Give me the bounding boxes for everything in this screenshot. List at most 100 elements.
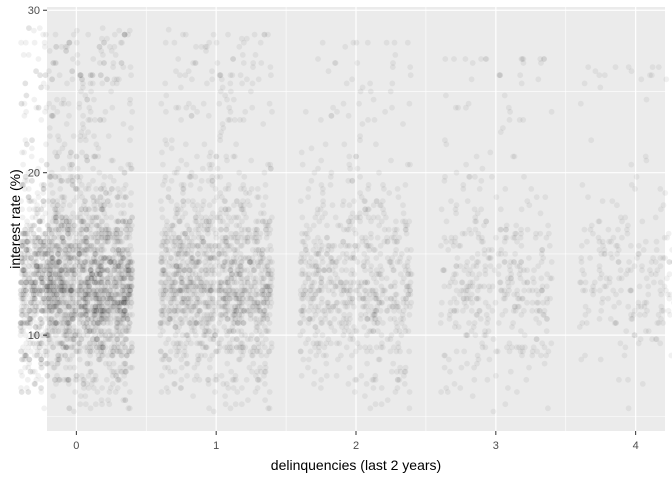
data-point (350, 210, 356, 216)
data-point (83, 137, 89, 143)
data-point (73, 186, 79, 192)
data-point (227, 296, 233, 302)
data-point (346, 113, 352, 119)
data-point (180, 300, 186, 306)
data-point (59, 288, 65, 294)
data-point (386, 190, 392, 196)
data-point (372, 247, 378, 253)
data-point (264, 235, 270, 241)
data-point (199, 44, 205, 50)
data-point (127, 243, 133, 249)
data-point (21, 288, 27, 294)
data-point (328, 259, 334, 265)
data-point (38, 275, 44, 281)
data-point (384, 275, 390, 281)
data-point (361, 324, 367, 330)
data-point (309, 145, 315, 151)
data-point (86, 105, 92, 111)
data-point (159, 389, 165, 395)
data-point (222, 304, 228, 310)
data-point (92, 154, 98, 160)
data-point (259, 292, 265, 298)
data-point (71, 32, 77, 38)
data-point (203, 48, 209, 54)
data-point (67, 40, 73, 46)
data-point (311, 239, 317, 245)
data-point (396, 235, 402, 241)
data-point (325, 300, 331, 306)
data-point (212, 227, 218, 233)
data-point (363, 239, 369, 245)
data-point (127, 320, 133, 326)
data-point (303, 109, 309, 115)
data-point (488, 263, 494, 269)
data-point (102, 332, 108, 338)
data-point (249, 353, 255, 359)
data-point (215, 60, 221, 66)
data-point (166, 336, 172, 342)
data-point (308, 349, 314, 355)
data-point (357, 190, 363, 196)
data-point (324, 235, 330, 241)
data-point (189, 113, 195, 119)
data-point (314, 251, 320, 257)
data-point (496, 320, 502, 326)
data-point (493, 349, 499, 355)
data-point (393, 219, 399, 225)
data-point (164, 141, 170, 147)
data-point (462, 231, 468, 237)
data-point (50, 393, 56, 399)
data-point (113, 373, 119, 379)
data-point (505, 385, 511, 391)
data-point (197, 308, 203, 314)
data-point (103, 215, 109, 221)
data-point (374, 198, 380, 204)
data-point (178, 158, 184, 164)
data-point (208, 150, 214, 156)
data-point (380, 344, 386, 350)
data-point (221, 247, 227, 253)
data-point (342, 300, 348, 306)
data-point (99, 401, 105, 407)
data-point (389, 81, 395, 87)
data-point (341, 101, 347, 107)
data-point (84, 328, 90, 334)
data-point (25, 377, 31, 383)
data-point (231, 308, 237, 314)
data-point (259, 353, 265, 359)
data-point (42, 40, 48, 46)
data-point (339, 267, 345, 273)
data-point (128, 227, 134, 233)
data-point (347, 202, 353, 208)
data-point (26, 52, 32, 58)
data-point (20, 162, 26, 168)
data-point (116, 28, 122, 34)
data-point (101, 40, 107, 46)
data-point (238, 263, 244, 269)
data-point (88, 72, 94, 78)
data-point (214, 40, 220, 46)
data-point (114, 324, 120, 330)
data-point (311, 288, 317, 294)
data-point (252, 32, 258, 38)
data-point (320, 190, 326, 196)
data-point (502, 93, 508, 99)
data-point (380, 292, 386, 298)
data-point (160, 243, 166, 249)
data-point (334, 373, 340, 379)
data-point (247, 271, 253, 277)
data-point (79, 76, 85, 82)
data-point (184, 284, 190, 290)
data-point (120, 255, 126, 261)
data-point (18, 332, 24, 338)
data-point (325, 243, 331, 249)
data-point (348, 284, 354, 290)
data-point (219, 76, 225, 82)
data-point (521, 288, 527, 294)
data-point (179, 308, 185, 314)
data-point (74, 349, 80, 355)
data-point (234, 223, 240, 229)
data-point (36, 56, 42, 62)
data-point (48, 275, 54, 281)
data-point (128, 64, 134, 70)
